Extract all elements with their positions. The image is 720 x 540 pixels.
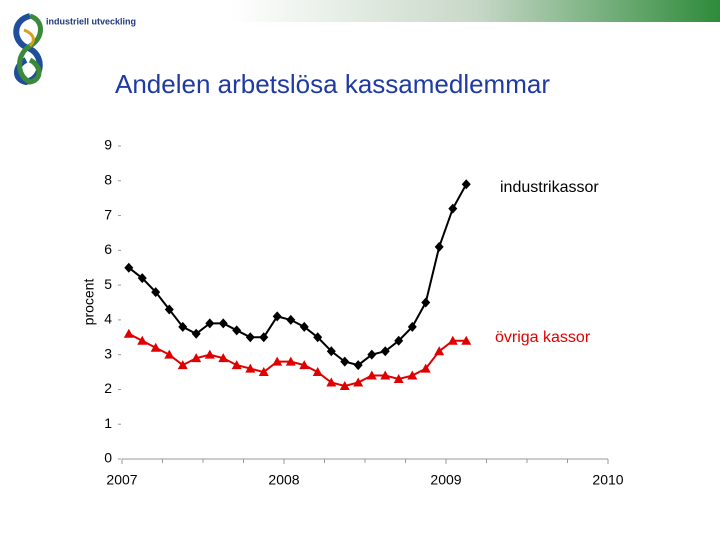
data-point: [177, 360, 188, 370]
data-point: [313, 332, 323, 343]
data-point: [447, 335, 458, 345]
chart-title: Andelen arbetslösa kassamedlemmar: [115, 69, 550, 99]
data-point: [340, 356, 350, 367]
data-point: [218, 353, 229, 363]
y-tick-label: 0: [104, 450, 112, 466]
data-point: [272, 311, 282, 322]
data-point: [258, 367, 269, 377]
y-tick-label: 8: [104, 171, 112, 187]
x-tick-label: 2007: [106, 472, 137, 488]
data-point: [421, 297, 431, 308]
data-point: [407, 321, 417, 332]
logo: industriell utveckling: [13, 13, 136, 86]
data-point: [232, 325, 242, 336]
data-point: [164, 349, 175, 359]
data-point: [353, 360, 363, 371]
x-tick-label: 2010: [592, 472, 623, 488]
data-point: [461, 179, 471, 190]
y-tick-label: 9: [104, 137, 112, 153]
data-point: [366, 370, 377, 380]
data-point: [124, 262, 134, 273]
data-point: [461, 335, 472, 345]
data-point: [312, 367, 323, 377]
data-point: [204, 349, 215, 359]
data-point: [434, 346, 445, 356]
data-point: [259, 332, 269, 343]
data-point: [245, 363, 256, 373]
y-tick-label: 1: [104, 415, 112, 431]
data-point: [191, 328, 201, 339]
data-point: [407, 370, 418, 380]
x-tick-label: 2009: [430, 472, 461, 488]
data-point: [380, 346, 390, 357]
data-point: [434, 241, 444, 252]
data-point: [272, 356, 283, 366]
data-point: [380, 370, 391, 380]
data-point: [326, 377, 337, 387]
data-point: [137, 335, 148, 345]
data-point: [178, 321, 188, 332]
data-point: [231, 360, 242, 370]
data-point: [123, 328, 134, 338]
data-point: [420, 363, 431, 373]
data-point: [448, 203, 458, 214]
data-point: [191, 353, 202, 363]
y-axis-label: procent: [81, 279, 97, 326]
logo-text: industriell utveckling: [46, 16, 136, 26]
y-tick-label: 2: [104, 380, 112, 396]
data-point: [286, 314, 296, 325]
data-point: [285, 356, 296, 366]
y-tick-label: 6: [104, 241, 112, 257]
data-point: [299, 321, 309, 332]
y-tick-label: 4: [104, 311, 112, 327]
data-point: [299, 360, 310, 370]
data-point: [326, 346, 336, 357]
series-label: övriga kassor: [495, 329, 591, 346]
data-point: [367, 349, 377, 360]
x-tick-label: 2008: [268, 472, 299, 488]
data-point: [164, 304, 174, 315]
data-point: [245, 332, 255, 343]
data-point: [151, 287, 161, 298]
data-point: [339, 380, 350, 390]
data-point: [137, 273, 147, 284]
top-bar: [230, 0, 720, 22]
series-label: industrikassor: [500, 179, 599, 196]
data-point: [394, 335, 404, 346]
y-tick-label: 7: [104, 206, 112, 222]
data-point: [393, 374, 404, 384]
series-line: [128, 183, 468, 367]
y-tick-label: 5: [104, 276, 112, 292]
data-point: [353, 377, 364, 387]
data-point: [150, 342, 161, 352]
y-tick-label: 3: [104, 345, 112, 361]
data-point: [205, 318, 215, 329]
data-point: [218, 318, 228, 329]
